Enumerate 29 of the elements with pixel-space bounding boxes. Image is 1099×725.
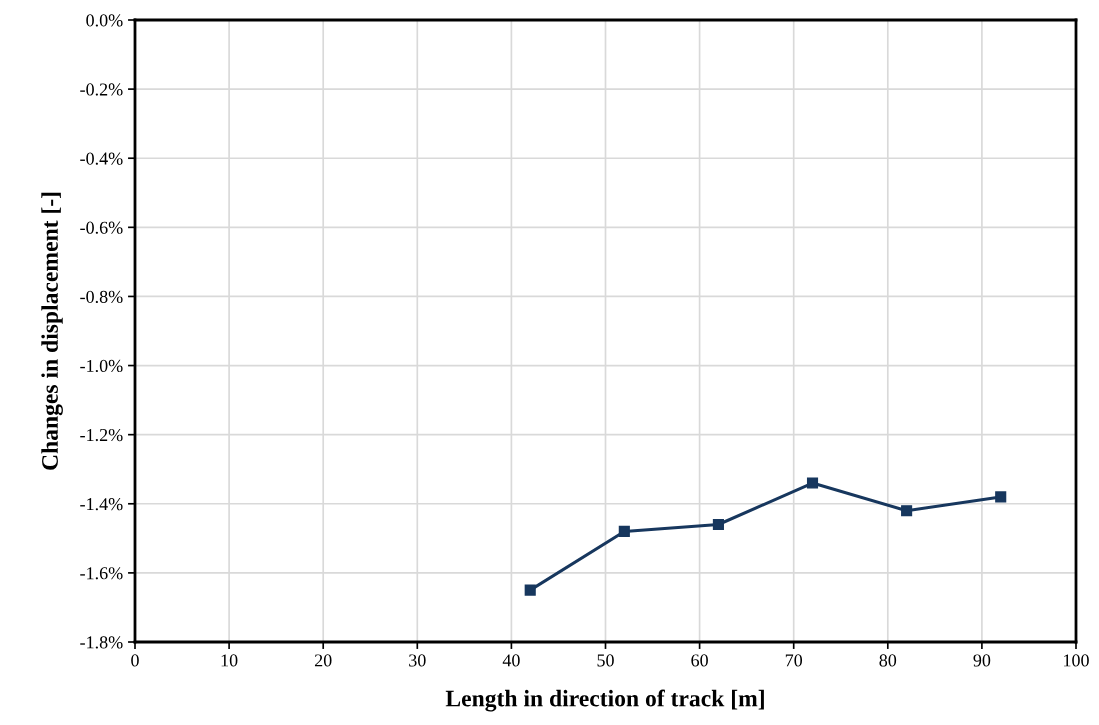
point <box>618 525 630 537</box>
point <box>995 491 1007 503</box>
y-tick-label: -0.8% <box>80 290 123 303</box>
x-tick-label: 80 <box>879 654 897 667</box>
y-tick-label: -1.2% <box>80 428 123 442</box>
x-tick-label: 90 <box>973 654 991 667</box>
x-tick-label: 70 <box>785 654 803 667</box>
x-axis-title: Length in direction of track [m] <box>445 689 764 712</box>
x-tick-label: 60 <box>691 654 708 667</box>
y-tick-label: 0.0% <box>86 14 123 27</box>
y-tick-label: -0.4% <box>80 152 123 165</box>
x-tick-label: 10 <box>221 654 238 667</box>
y-tick-label: -1.0% <box>80 359 123 373</box>
y-axis-title: Changes in displacement [-] <box>41 192 63 470</box>
point <box>712 518 724 531</box>
y-tick-label: -1.6% <box>80 567 123 580</box>
point <box>524 584 536 596</box>
x-tick-label: 20 <box>314 654 332 667</box>
y-tick-label: -1.8% <box>80 636 123 649</box>
x-tick-label: 100 <box>1064 654 1089 667</box>
point <box>806 477 819 489</box>
x-tick-label: 40 <box>502 654 520 667</box>
point <box>901 505 913 517</box>
y-tick-label: -0.2% <box>80 83 123 96</box>
x-tick-label: 0 <box>131 654 139 667</box>
x-tick-label: 30 <box>409 654 426 667</box>
y-tick-label: -1.4% <box>80 498 123 511</box>
x-tick-label: 50 <box>597 654 614 667</box>
y-tick-label: -0.6% <box>80 221 123 234</box>
